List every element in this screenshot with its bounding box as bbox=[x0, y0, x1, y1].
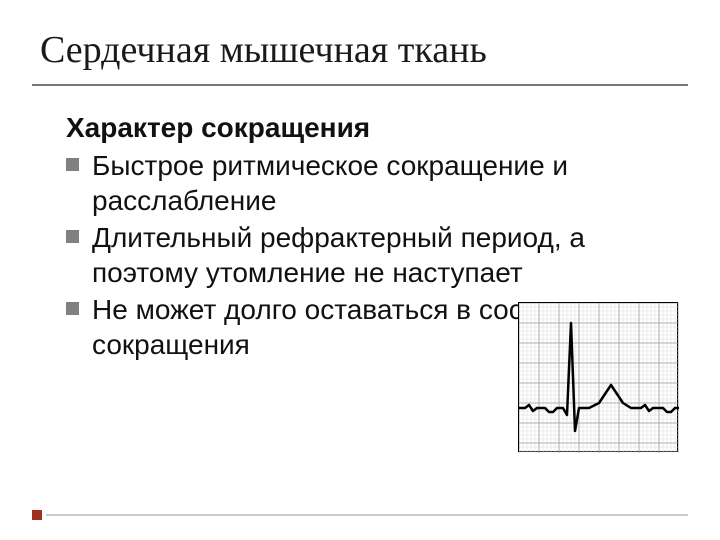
slide: Сердечная мышечная ткань Характер сокращ… bbox=[0, 0, 720, 540]
subheading: Характер сокращения bbox=[66, 112, 666, 144]
square-bullet-icon bbox=[66, 220, 92, 243]
list-item: Быстрое ритмическое сокращение и расслаб… bbox=[66, 148, 666, 218]
title-divider bbox=[32, 84, 688, 86]
slide-title: Сердечная мышечная ткань bbox=[40, 28, 487, 72]
ecg-figure bbox=[518, 302, 678, 452]
square-bullet-icon bbox=[66, 148, 92, 171]
footer-divider bbox=[46, 514, 688, 516]
footer-accent-square bbox=[32, 510, 42, 520]
ecg-svg bbox=[519, 303, 679, 453]
list-item-text: Быстрое ритмическое сокращение и расслаб… bbox=[92, 148, 666, 218]
list-item: Длительный рефрактерный период, а поэтом… bbox=[66, 220, 666, 290]
square-bullet-icon bbox=[66, 292, 92, 315]
list-item-text: Длительный рефрактерный период, а поэтом… bbox=[92, 220, 666, 290]
